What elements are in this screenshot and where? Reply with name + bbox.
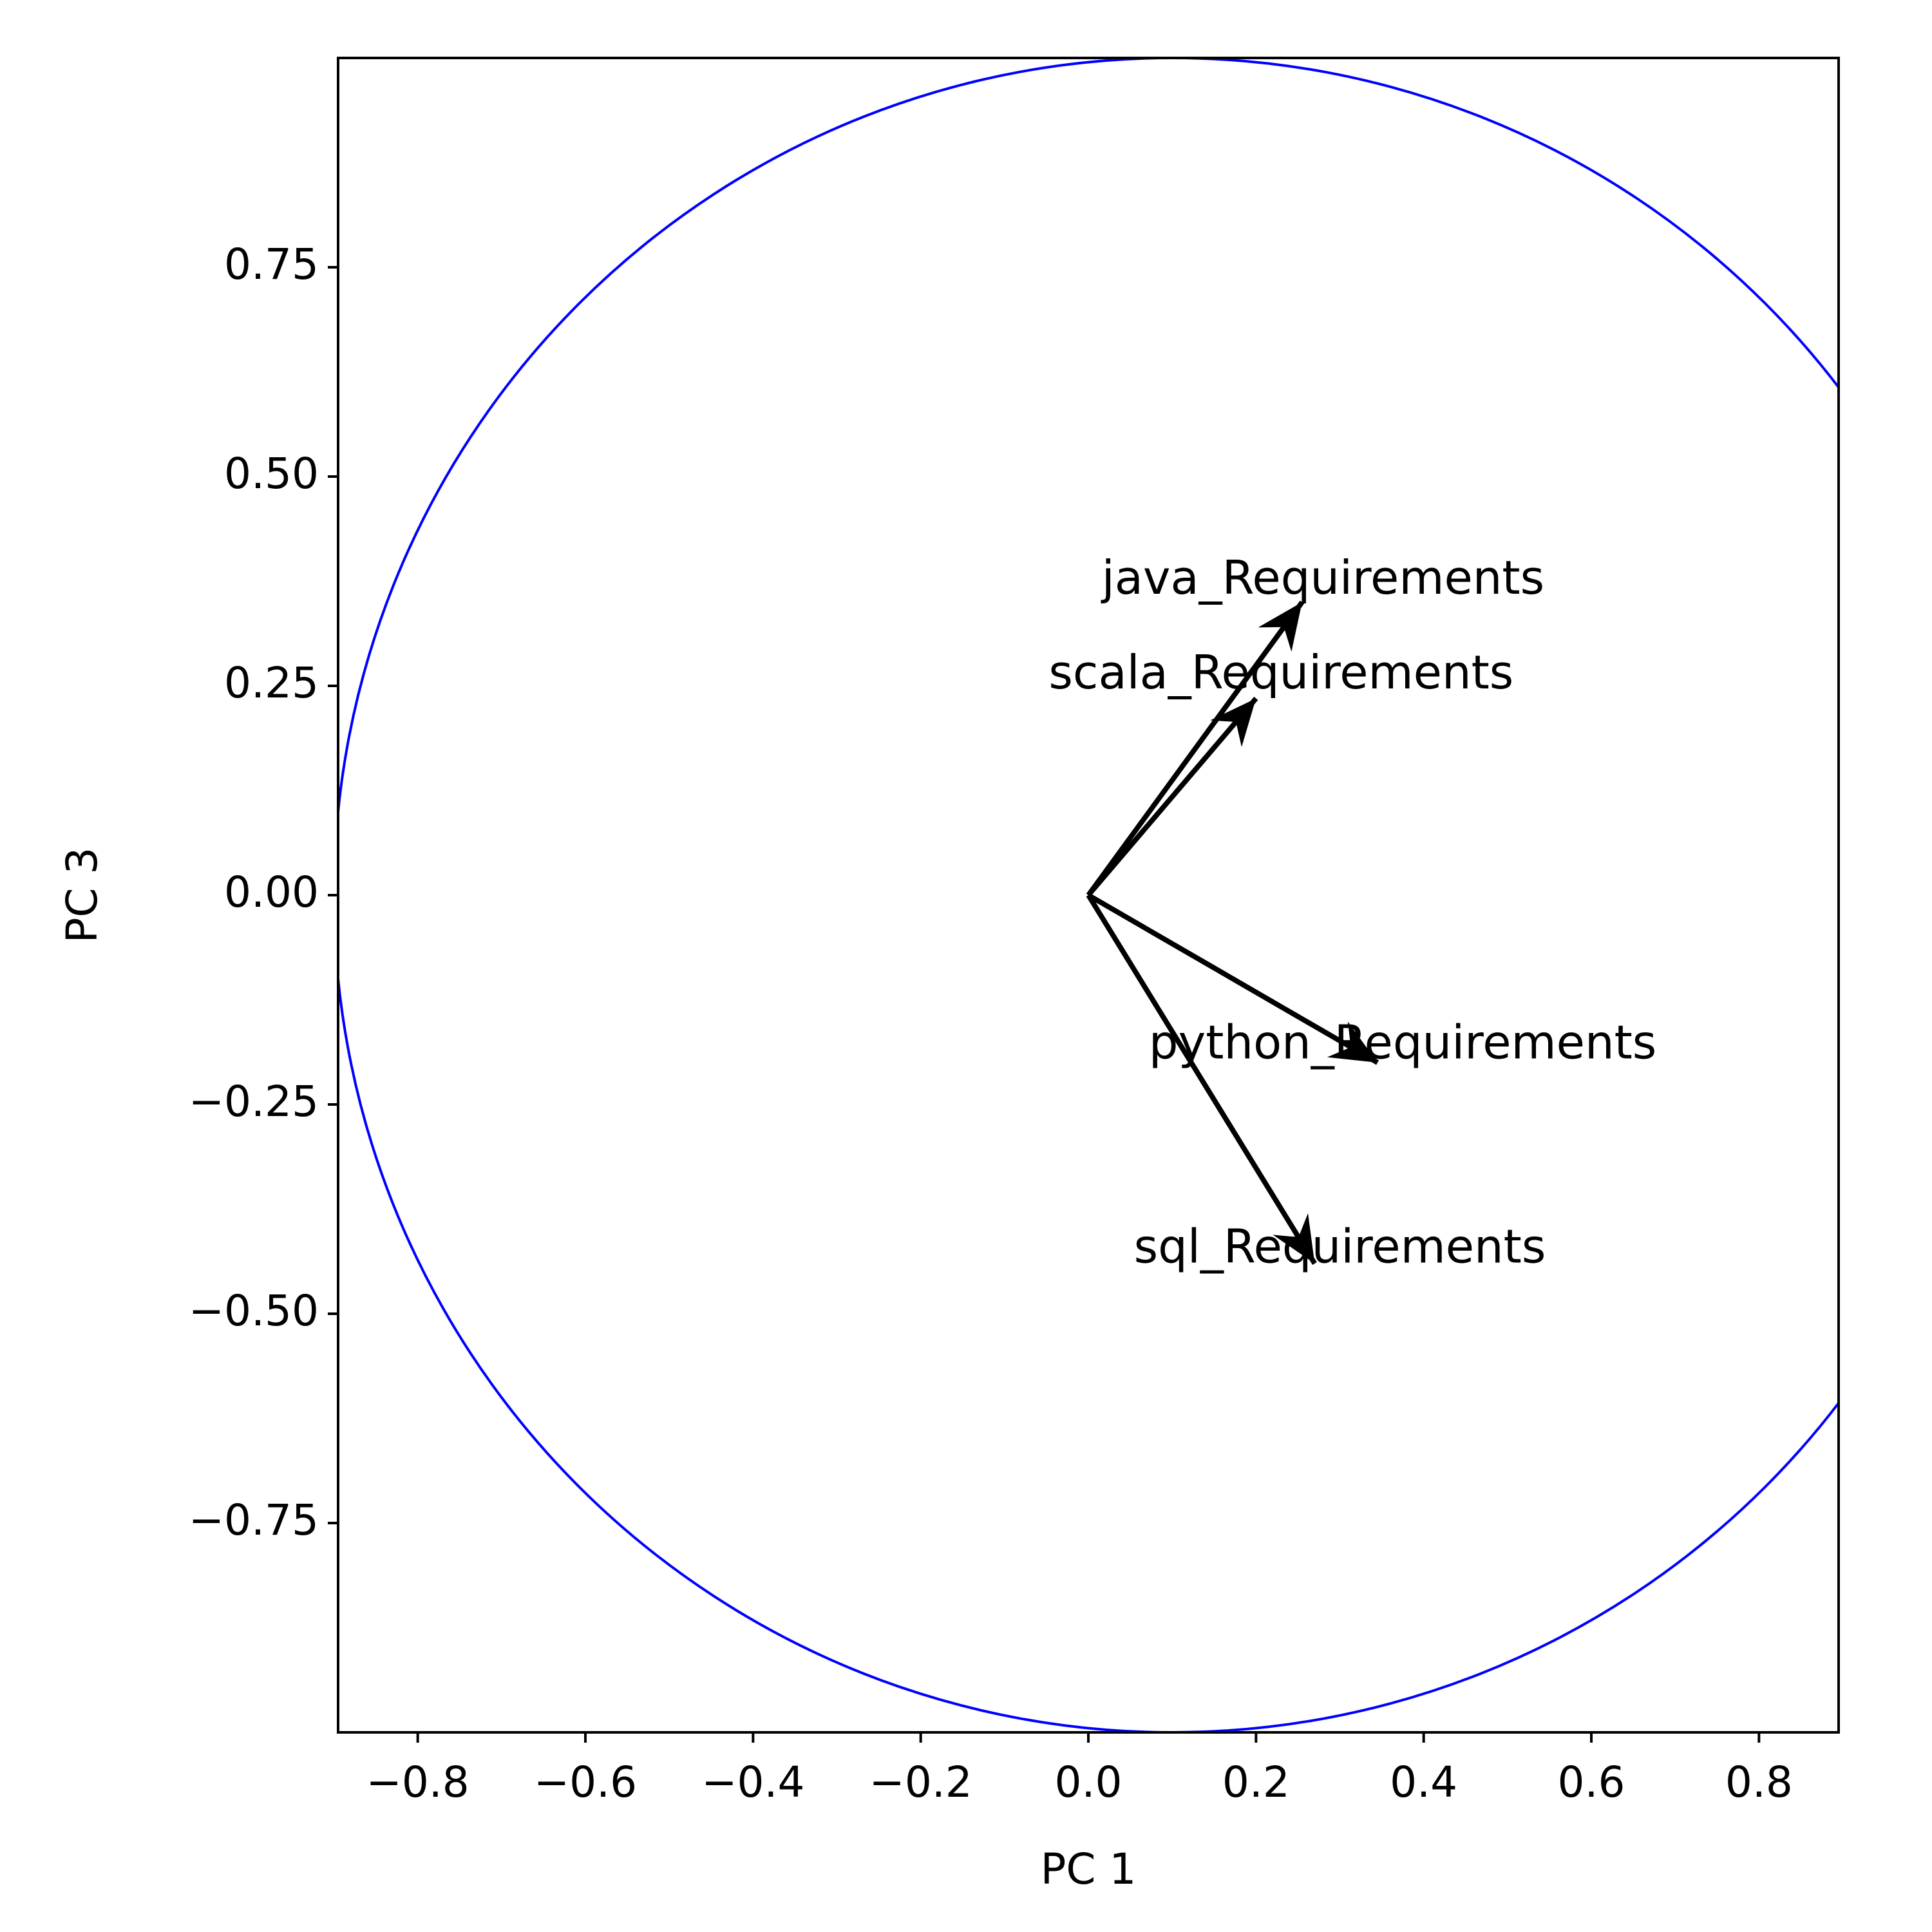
x-tick-label: 0.8 <box>1725 1757 1793 1807</box>
x-tick-label: −0.4 <box>701 1757 804 1807</box>
loading-arrow-python_Requirements <box>1086 893 1379 1065</box>
x-tick-label: 0.4 <box>1390 1757 1457 1807</box>
x-axis: −0.8 −0.6 −0.4 −0.2 0.0 0.2 0.4 0.6 0.8 <box>366 1732 1793 1807</box>
y-axis-label: PC 3 <box>57 848 107 943</box>
loading-label-java_Requirements: java_Requirements <box>1101 551 1544 605</box>
loading-label-python_Requirements: python_Requirements <box>1149 1016 1656 1070</box>
loading-arrow-scala_Requirements <box>1086 696 1258 897</box>
y-tick-label: −0.75 <box>189 1495 319 1545</box>
y-tick-label: 0.75 <box>224 240 319 289</box>
x-tick-label: −0.6 <box>534 1757 637 1807</box>
x-axis-label: PC 1 <box>1041 1844 1137 1894</box>
loading-label-scala_Requirements: scala_Requirements <box>1048 645 1513 699</box>
loading-label-sql_Requirements: sql_Requirements <box>1134 1220 1546 1274</box>
y-tick-label: 0.25 <box>224 658 319 708</box>
y-tick-label: −0.25 <box>189 1077 319 1126</box>
x-tick-label: −0.2 <box>869 1757 972 1807</box>
y-tick-label: 0.50 <box>224 449 319 498</box>
x-tick-label: 0.2 <box>1222 1757 1290 1807</box>
y-tick-label: −0.50 <box>189 1286 319 1336</box>
x-tick-label: 0.6 <box>1558 1757 1625 1807</box>
x-tick-label: 0.0 <box>1055 1757 1122 1807</box>
x-tick-label: −0.8 <box>366 1757 469 1807</box>
loading-arrow-java_Requirements <box>1086 600 1305 897</box>
y-axis: 0.75 0.50 0.25 0.00 −0.25 −0.50 −0.75 <box>189 240 338 1545</box>
y-tick-label: 0.00 <box>224 867 319 917</box>
loading-arrow-sql_Requirements <box>1086 893 1317 1265</box>
plot-content: java_Requirements scala_Requirementspytho… <box>338 58 1839 1732</box>
